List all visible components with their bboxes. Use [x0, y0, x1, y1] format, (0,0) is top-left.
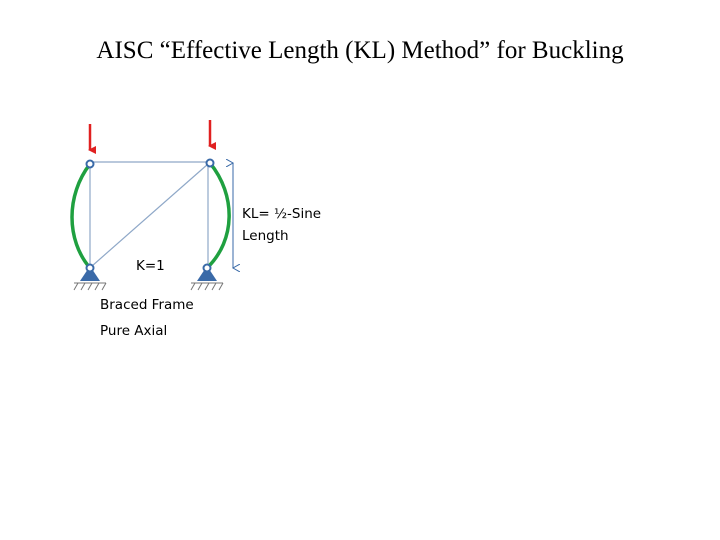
frame: [70, 120, 233, 291]
length-label: Length: [242, 228, 289, 244]
caption: Pure Axial: [100, 323, 167, 339]
k-label: K=1: [136, 258, 165, 274]
length-label: KL= ½-Sine: [242, 206, 321, 222]
slide-title: AISC “Effective Length (KL) Method” for …: [96, 37, 624, 64]
caption: Braced Frame: [100, 297, 194, 313]
